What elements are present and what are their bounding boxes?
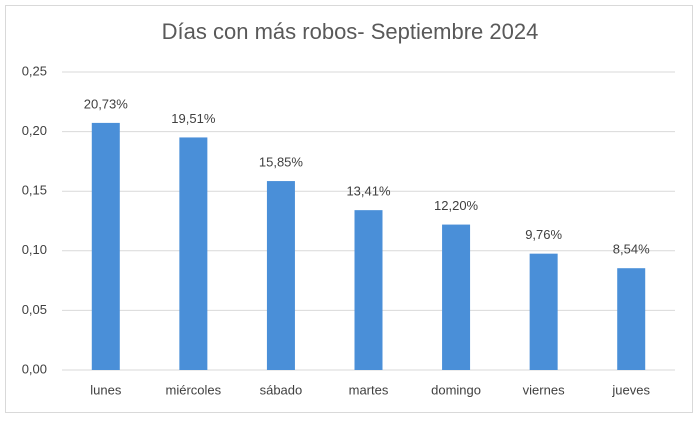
data-label: 12,20%	[434, 198, 479, 213]
bar	[529, 253, 558, 370]
y-tick-label: 0,10	[22, 242, 47, 257]
x-tick-label: lunes	[90, 382, 122, 397]
bar	[617, 268, 646, 370]
chart-frame	[5, 5, 693, 413]
data-label: 20,73%	[84, 96, 129, 111]
y-tick-label: 0,00	[22, 361, 47, 376]
x-tick-label: domingo	[431, 382, 481, 397]
x-tick-label: sábado	[260, 382, 303, 397]
y-tick-label: 0,25	[22, 63, 47, 78]
data-label: 13,41%	[346, 184, 391, 199]
y-tick-label: 0,20	[22, 123, 47, 138]
x-tick-label: martes	[349, 382, 389, 397]
bar	[91, 122, 120, 370]
data-label: 19,51%	[171, 111, 216, 126]
x-tick-label: viernes	[523, 382, 565, 397]
bar	[179, 137, 208, 370]
data-label: 15,85%	[259, 155, 304, 170]
x-tick-label: jueves	[611, 382, 650, 397]
data-label: 8,54%	[613, 242, 650, 257]
y-tick-label: 0,05	[22, 302, 47, 317]
data-label: 9,76%	[525, 227, 562, 242]
bar	[442, 224, 471, 370]
x-tick-label: miércoles	[166, 382, 222, 397]
bar	[354, 210, 383, 370]
chart-title: Días con más robos- Septiembre 2024	[162, 19, 539, 44]
bar	[266, 181, 295, 370]
y-tick-label: 0,15	[22, 183, 47, 198]
